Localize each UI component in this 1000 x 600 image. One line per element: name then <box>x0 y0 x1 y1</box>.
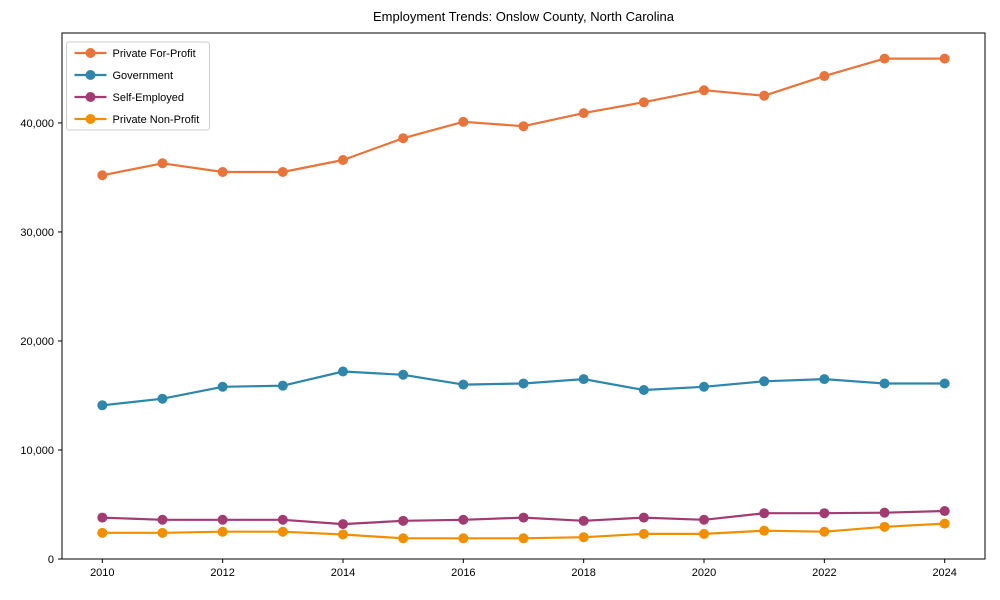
data-point <box>217 381 228 392</box>
data-point <box>157 158 168 169</box>
x-tick-label: 2022 <box>812 567 836 579</box>
data-point <box>458 116 469 127</box>
data-point <box>759 525 770 536</box>
legend-label: Self-Employed <box>113 92 185 104</box>
data-point <box>157 393 168 404</box>
data-point <box>819 508 830 519</box>
data-point <box>398 515 409 526</box>
data-point <box>277 380 288 391</box>
data-point <box>398 369 409 380</box>
y-tick-label: 20,000 <box>20 336 54 348</box>
data-point <box>879 507 890 518</box>
legend-label: Private Non-Profit <box>113 114 200 126</box>
data-point <box>277 166 288 177</box>
data-point <box>578 374 589 385</box>
data-point <box>638 385 649 396</box>
axes-spines <box>61 32 986 560</box>
x-tick-label: 2024 <box>932 567 956 579</box>
legend-swatch-marker <box>85 114 96 124</box>
y-tick-label: 0 <box>48 554 54 566</box>
x-tick-label: 2018 <box>571 567 595 579</box>
data-point <box>879 53 890 64</box>
data-point <box>337 519 348 530</box>
data-point <box>337 366 348 377</box>
data-point <box>879 521 890 532</box>
data-point <box>759 376 770 387</box>
data-point <box>217 166 228 177</box>
data-point <box>759 90 770 101</box>
data-point <box>97 400 108 411</box>
data-point <box>97 512 108 523</box>
data-point <box>699 528 710 539</box>
data-point <box>578 515 589 526</box>
data-point <box>458 514 469 525</box>
data-point <box>759 508 770 519</box>
data-point <box>337 155 348 166</box>
data-point <box>699 85 710 96</box>
x-tick-label: 2016 <box>451 567 475 579</box>
data-point <box>638 512 649 523</box>
data-point <box>939 518 950 529</box>
data-point <box>819 526 830 537</box>
data-point <box>939 506 950 517</box>
data-point <box>217 526 228 537</box>
legend-label: Government <box>113 70 174 82</box>
data-point <box>518 121 529 132</box>
x-tick-label: 2014 <box>331 567 355 579</box>
data-point <box>97 170 108 181</box>
data-point <box>879 378 890 389</box>
data-point <box>819 71 830 82</box>
x-tick-label: 2012 <box>210 567 234 579</box>
data-point <box>518 378 529 389</box>
y-tick-label: 10,000 <box>20 445 54 457</box>
data-point <box>518 533 529 544</box>
data-point <box>97 527 108 538</box>
data-point <box>638 528 649 539</box>
legend-box <box>66 41 210 131</box>
data-point <box>518 512 529 523</box>
data-point <box>699 381 710 392</box>
legend-label: Private For-Profit <box>113 48 196 60</box>
y-tick-label: 30,000 <box>20 227 54 239</box>
y-tick-label: 40,000 <box>20 118 54 130</box>
data-point <box>638 97 649 108</box>
data-point <box>398 533 409 544</box>
x-tick-label: 2010 <box>90 567 114 579</box>
data-point <box>939 378 950 389</box>
data-point <box>337 529 348 540</box>
series-line-private-for-profit <box>102 57 945 177</box>
data-point <box>578 108 589 119</box>
data-point <box>157 527 168 538</box>
data-point <box>157 514 168 525</box>
data-point <box>217 514 228 525</box>
legend-swatch-marker <box>85 70 96 80</box>
x-tick-label: 2020 <box>692 567 716 579</box>
data-point <box>458 379 469 390</box>
data-point <box>939 53 950 64</box>
data-point <box>277 514 288 525</box>
data-point <box>578 532 589 543</box>
chart-title: Employment Trends: Onslow County, North … <box>372 9 675 24</box>
data-point <box>458 533 469 544</box>
legend-swatch-marker <box>85 92 96 102</box>
data-point <box>398 133 409 144</box>
data-point <box>277 526 288 537</box>
legend-swatch-marker <box>85 48 96 58</box>
data-point <box>699 514 710 525</box>
data-point <box>819 374 830 385</box>
